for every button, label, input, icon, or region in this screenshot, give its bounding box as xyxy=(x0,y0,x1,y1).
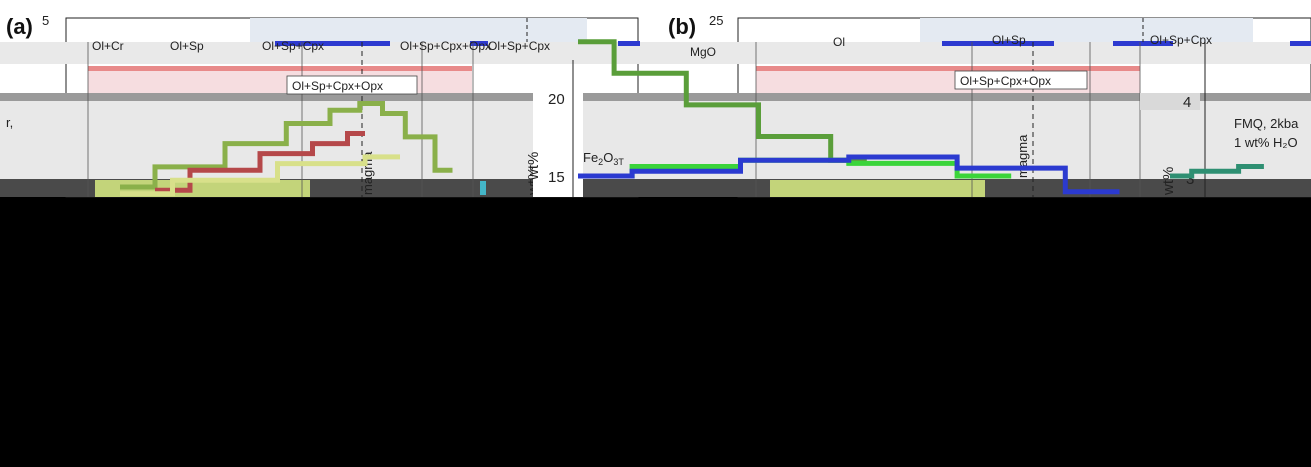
panel-b-field-2: Ol+Sp xyxy=(992,33,1026,47)
panel-b-field-box xyxy=(954,70,1088,90)
panel-b-left-axis-strip: 20 15 xyxy=(533,60,583,197)
panel-a-tick-strip xyxy=(0,42,640,64)
panel-b-ytick-25: 25 xyxy=(709,13,723,28)
panel-a-field-5: Ol+Sp+Cpx+Opx xyxy=(400,39,491,53)
panel-a-field-3: Ol+Sp+Cpx xyxy=(262,39,324,53)
panel-b-field-3: Ol+Sp+Cpx xyxy=(1150,33,1212,47)
panel-b-shaded-field xyxy=(920,18,1253,42)
mid-axis-background xyxy=(533,64,583,197)
panel-b-right-ytick-4: 4 xyxy=(1183,94,1191,111)
panel-a-field-box xyxy=(286,75,418,95)
panel-a-field-6: Ol+Sp+Cpx+Opx xyxy=(292,79,383,93)
panel-a-cyan-marker xyxy=(480,181,486,195)
panel-a-field-1: Ol+Cr xyxy=(92,39,124,53)
panel-a-field-4: Ol+Sp+Cpx xyxy=(488,39,550,53)
panel-b-magma-label: magma xyxy=(1015,134,1030,178)
panel-a-note-left: r, xyxy=(6,115,13,130)
panel-b-blue-bar-2 xyxy=(1113,41,1173,46)
panel-a-ytick-top: 5 xyxy=(42,13,49,28)
panel-b-grey-strip xyxy=(640,93,1311,101)
panel-b-condition-1: FMQ, 2kba xyxy=(1234,116,1299,131)
panel-b-series-3 xyxy=(578,154,1120,195)
panel-b-tick-strip xyxy=(640,42,1311,64)
panel-b-fe-label: Fe2O3T xyxy=(583,150,624,167)
panel-b-mgo-label: MgO xyxy=(690,45,716,59)
panel-b-field-4: Ol+Sp+Cpx+Opx xyxy=(960,74,1051,88)
panel-a-series-3 xyxy=(120,154,400,197)
panel-a-shaded-field xyxy=(250,18,587,42)
panel-b-right-tick-4-box xyxy=(1140,93,1200,110)
panel-a-blue-bar-3 xyxy=(618,41,640,46)
panel-b-ytick-20: 20 xyxy=(548,91,565,108)
panel-a-field-2: Ol+Sp xyxy=(170,39,204,53)
panel-b-right-ytick-3: 3 xyxy=(1186,171,1194,188)
panel-b-blue-bar-3 xyxy=(1290,41,1311,46)
panel-b-ylabel: wt% xyxy=(1160,167,1177,196)
panel-b-label: (b) xyxy=(668,14,696,39)
panel-b-yellow-field xyxy=(770,180,985,197)
panel-b-blue-bar-1 xyxy=(942,41,1054,46)
panel-b-series-1 xyxy=(578,39,867,163)
panel-a-series-1 xyxy=(120,101,453,190)
panel-a-series-2 xyxy=(155,131,365,193)
panel-a-red-band xyxy=(88,66,472,71)
panel-b-condition-2: 1 wt% H₂O xyxy=(1234,135,1298,150)
panel-a-blue-bar-2 xyxy=(470,41,488,46)
panel-b-red-band xyxy=(756,66,1140,71)
panel-b-series xyxy=(578,39,1264,195)
panel-b: (b) 25 Ol Ol+Sp Ol+Sp+Cpx MgO Fe2O3T Ol+… xyxy=(578,0,1311,198)
mid-axis-ylabel: wt% xyxy=(525,152,542,181)
panel-b-series-4 xyxy=(1170,164,1264,179)
panel-b-ytick-15: 15 xyxy=(548,169,565,186)
panel-a-blue-bar-1 xyxy=(275,41,390,46)
panel-a-series xyxy=(120,101,453,197)
panel-a-label: (a) xyxy=(6,14,33,39)
panel-a-grey-strip xyxy=(0,93,640,101)
panel-b-field-1: Ol xyxy=(833,35,845,49)
